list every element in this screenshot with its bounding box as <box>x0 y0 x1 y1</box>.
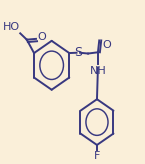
Text: NH: NH <box>90 66 106 76</box>
Text: HO: HO <box>2 22 20 32</box>
Text: S: S <box>74 46 82 59</box>
Text: F: F <box>94 151 100 161</box>
Text: O: O <box>103 40 112 50</box>
Text: O: O <box>37 32 46 42</box>
